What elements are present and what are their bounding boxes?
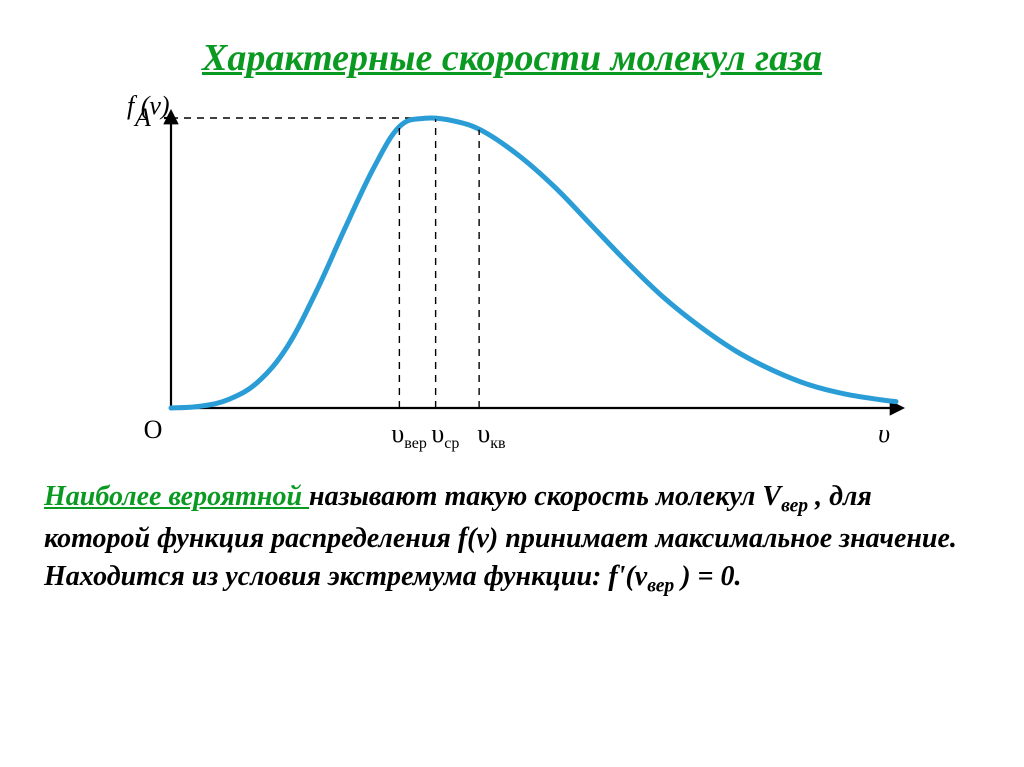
body-paragraph: Наиболее вероятной называют такую скорос… <box>36 478 988 600</box>
svg-text:O: O <box>144 415 163 444</box>
svg-text:υкв: υкв <box>477 419 506 452</box>
body-rest3: ) = 0. <box>674 561 741 592</box>
svg-text:υвер: υвер <box>391 419 426 452</box>
body-rest1: называют такую скорость молекул V <box>309 481 781 512</box>
svg-text:υ: υ <box>878 419 890 448</box>
body-lead: Наиболее вероятной <box>44 481 309 512</box>
slide-title: Характерные скорости молекул газа <box>36 36 988 80</box>
body-sub1: вер <box>781 496 808 517</box>
chart-container: f (v)υOAυверυсрυкв <box>36 88 988 478</box>
svg-text:υср: υср <box>431 419 459 452</box>
distribution-chart: f (v)υOAυверυсрυкв <box>36 88 956 478</box>
body-sub2: вер <box>647 575 674 596</box>
svg-text:A: A <box>133 103 151 132</box>
